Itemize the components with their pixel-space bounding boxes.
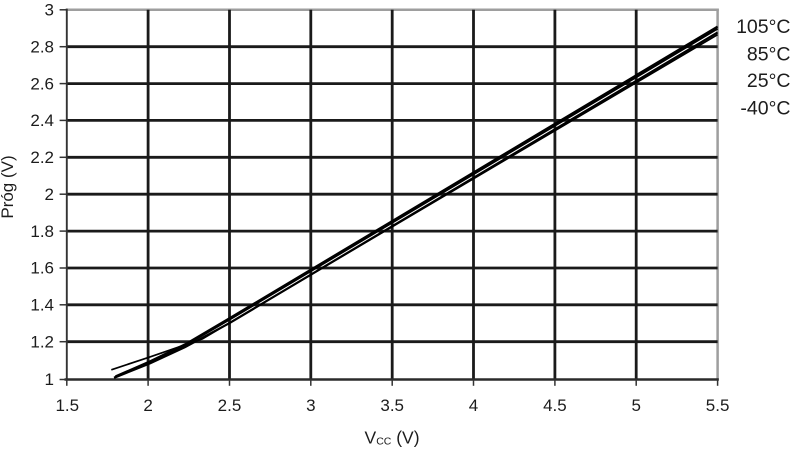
svg-text:2.2: 2.2 [30,148,54,167]
svg-text:2: 2 [143,396,152,415]
svg-text:2.6: 2.6 [30,74,54,93]
svg-text:3.5: 3.5 [380,396,404,415]
svg-text:3: 3 [306,396,315,415]
svg-text:2.5: 2.5 [218,396,242,415]
svg-text:-40°C: -40°C [740,98,790,120]
svg-text:1.2: 1.2 [30,332,54,351]
svg-text:1.6: 1.6 [30,259,54,278]
svg-text:2.4: 2.4 [30,111,54,130]
svg-text:5.5: 5.5 [706,396,730,415]
svg-text:2.8: 2.8 [30,37,54,56]
svg-text:Próg (V): Próg (V) [0,155,17,218]
svg-text:4.5: 4.5 [543,396,567,415]
svg-text:105°C: 105°C [736,16,790,38]
svg-text:2: 2 [45,185,54,204]
svg-text:85°C: 85°C [747,43,791,65]
svg-text:5: 5 [631,396,640,415]
svg-text:1.8: 1.8 [30,222,54,241]
svg-text:VCC (V): VCC (V) [365,428,420,448]
svg-text:1.4: 1.4 [30,296,54,315]
svg-text:1.5: 1.5 [55,396,79,415]
svg-text:4: 4 [469,396,478,415]
svg-text:1: 1 [45,370,54,389]
svg-text:25°C: 25°C [747,70,791,92]
svg-text:3: 3 [45,1,54,20]
